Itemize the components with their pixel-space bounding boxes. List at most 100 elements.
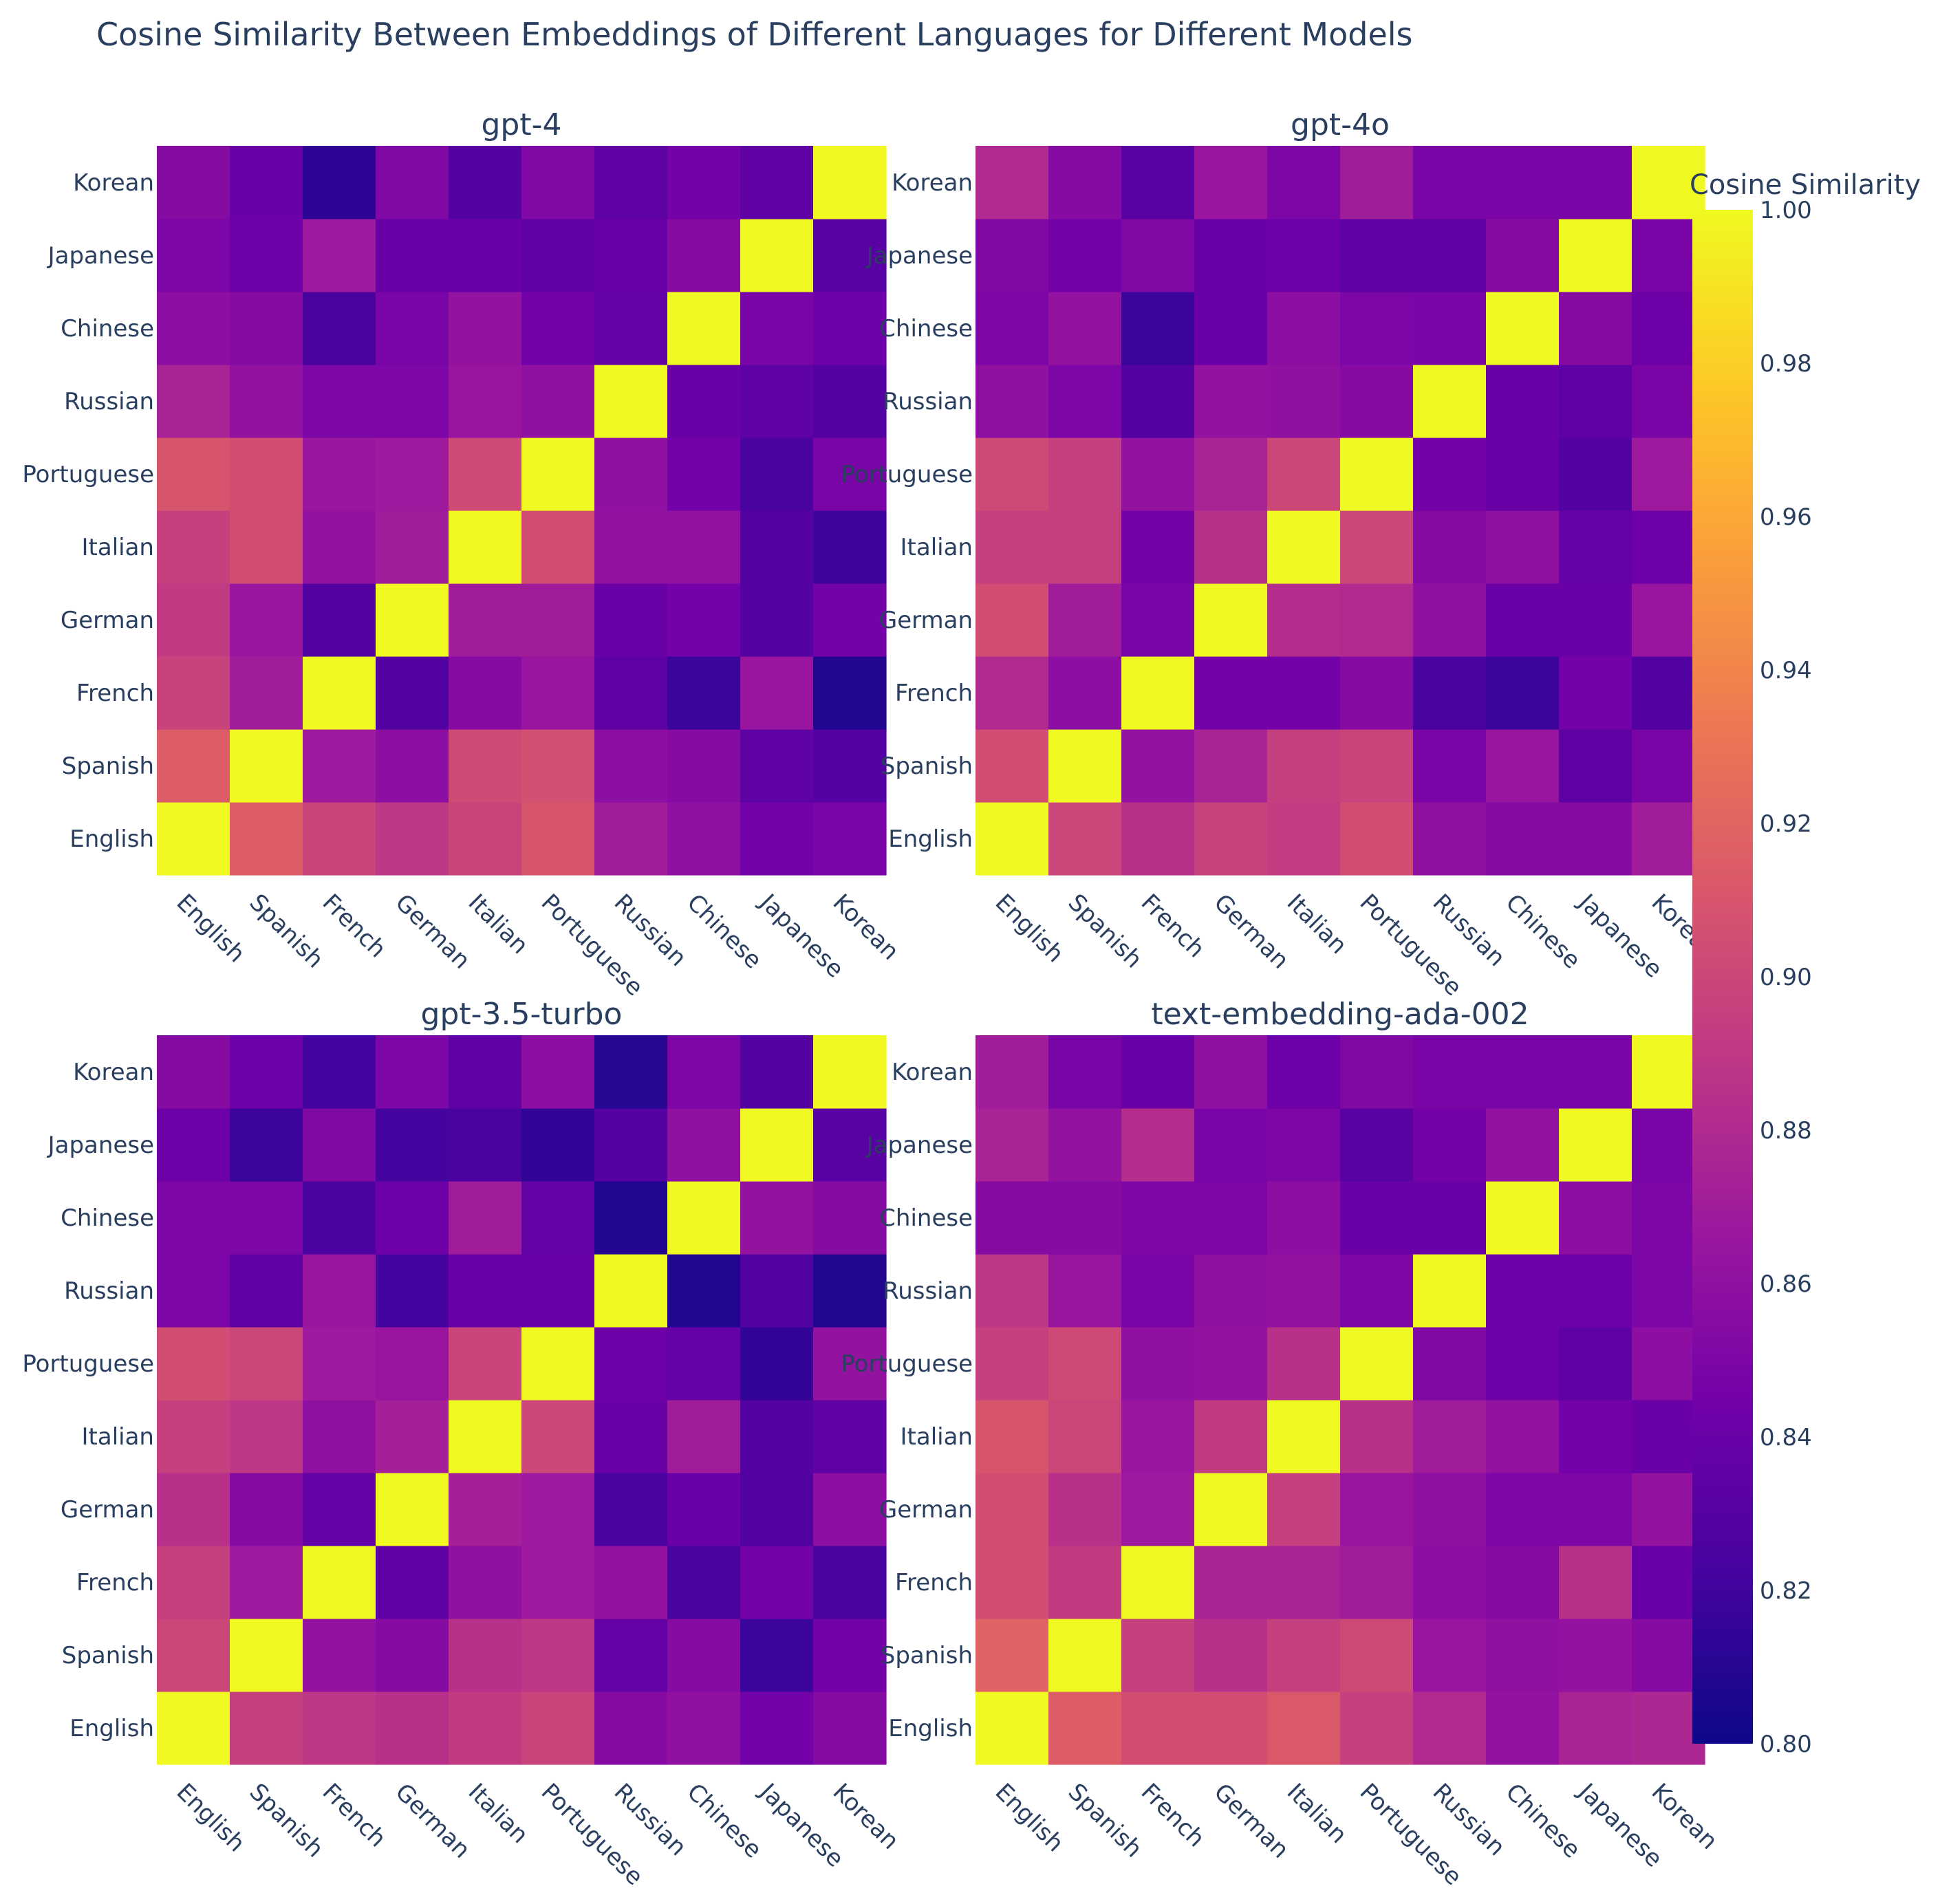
heatmap-cell [1048,510,1122,584]
heatmap-cell [1559,1619,1632,1692]
heatmap-cell [1486,1691,1560,1765]
heatmap-cell [1194,146,1268,219]
heatmap-cell [230,1546,303,1619]
heatmap-cell [740,1546,814,1619]
heatmap-cell [1559,1254,1632,1328]
heatmap-panel: gpt-3.5-turboEnglishEnglishSpanishSpanis… [22,997,904,1891]
heatmap-cell [1194,1254,1268,1328]
heatmap-cell [1267,510,1341,584]
heatmap-cell [521,1691,595,1765]
y-tick-label: English [69,1715,154,1742]
heatmap-cell [813,802,887,876]
heatmap-cell [303,1473,376,1546]
heatmap-cell [376,1108,449,1182]
heatmap-cell [449,437,522,511]
heatmap-cell [1048,146,1122,219]
heatmap-cell [449,1254,522,1328]
heatmap-cell [1194,1181,1268,1255]
heatmap-cell [1559,802,1632,876]
colorbar-tick-label: 0.88 [1760,1117,1812,1145]
heatmap-cell [1486,1473,1560,1546]
heatmap-cell [1413,583,1487,657]
y-tick-label: Portuguese [841,461,973,488]
heatmap-cell [1559,510,1632,584]
heatmap-cell [976,1108,1049,1182]
heatmap-cell [449,146,522,219]
heatmap-cell [1413,1691,1487,1765]
heatmap-cell [976,292,1049,365]
heatmap-cell [594,1254,668,1328]
x-tick-label: Spanish [1063,1778,1147,1863]
heatmap-cell [594,1400,668,1473]
heatmap-cell [1194,1473,1268,1546]
y-tick-label: Korean [73,169,154,197]
heatmap-cell [157,729,230,803]
heatmap-cell [1267,1254,1341,1328]
heatmap-cell [1340,1691,1414,1765]
heatmap-cell [1340,437,1414,511]
heatmap-cell [521,583,595,657]
chart-title: Cosine Similarity Between Embeddings of … [96,16,1413,53]
heatmap-cell [1340,1035,1414,1109]
y-tick-label: Italian [82,534,154,561]
heatmap-cell [1121,1619,1195,1692]
heatmap-cell [1559,729,1632,803]
heatmap-cell [230,365,303,438]
heatmap-cell [521,1254,595,1328]
heatmap-cell [303,1035,376,1109]
y-tick-label: German [61,1496,154,1524]
heatmap-cell [1121,1035,1195,1109]
heatmap-cell [1194,583,1268,657]
heatmap-cell [1194,510,1268,584]
heatmap-cell [813,729,887,803]
heatmap-cell [1121,1181,1195,1255]
heatmap-cell [230,219,303,292]
heatmap-cell [1413,292,1487,365]
heatmap-cell [740,510,814,584]
heatmap-cell [813,1254,887,1328]
y-tick-label: Japanese [865,1132,973,1159]
heatmap-cell [1121,1327,1195,1400]
heatmap-cell [740,219,814,292]
y-tick-label: German [879,1496,973,1524]
heatmap-cell [449,1108,522,1182]
colorbar-gradient [1692,210,1753,1744]
heatmap-cell [1340,1108,1414,1182]
heatmap-cell [740,292,814,365]
heatmap-cell [376,437,449,511]
heatmap-cell [813,510,887,584]
heatmap-cell [1340,292,1414,365]
heatmap-cell [1413,365,1487,438]
heatmap-cell [1267,437,1341,511]
heatmap-cell [1632,146,1705,219]
heatmap-cell [157,1254,230,1328]
heatmap-cell [1121,1400,1195,1473]
heatmap-cell [1267,583,1341,657]
heatmap-cell [376,365,449,438]
heatmap-cell [521,1035,595,1109]
heatmap-cell [1121,656,1195,730]
x-tick-label: French [1136,889,1210,963]
heatmap-cell [1413,219,1487,292]
heatmap-cell [813,1619,887,1692]
heatmap-cell [1340,802,1414,876]
heatmap-cell [813,437,887,511]
heatmap-cell [740,1254,814,1328]
colorbar-tick-label: 0.82 [1760,1577,1812,1605]
heatmap-cell [1486,510,1560,584]
heatmap-cell [1267,1108,1341,1182]
heatmap-cell [157,1400,230,1473]
heatmap-cell [521,219,595,292]
heatmap-cell [376,1327,449,1400]
colorbar: Cosine Similarity 0.80 0.82 0.84 0.86 0.88 0.… [1690,169,1921,1758]
heatmap-cell [449,656,522,730]
heatmap-cell [157,365,230,438]
heatmap-cell [376,1400,449,1473]
x-tick-label: German [1209,889,1295,975]
heatmap-cell [1559,583,1632,657]
heatmap-cell [1194,219,1268,292]
y-tick-label: French [76,1569,154,1597]
y-tick-label: Chinese [879,1204,973,1232]
heatmap-cell [976,1327,1049,1400]
